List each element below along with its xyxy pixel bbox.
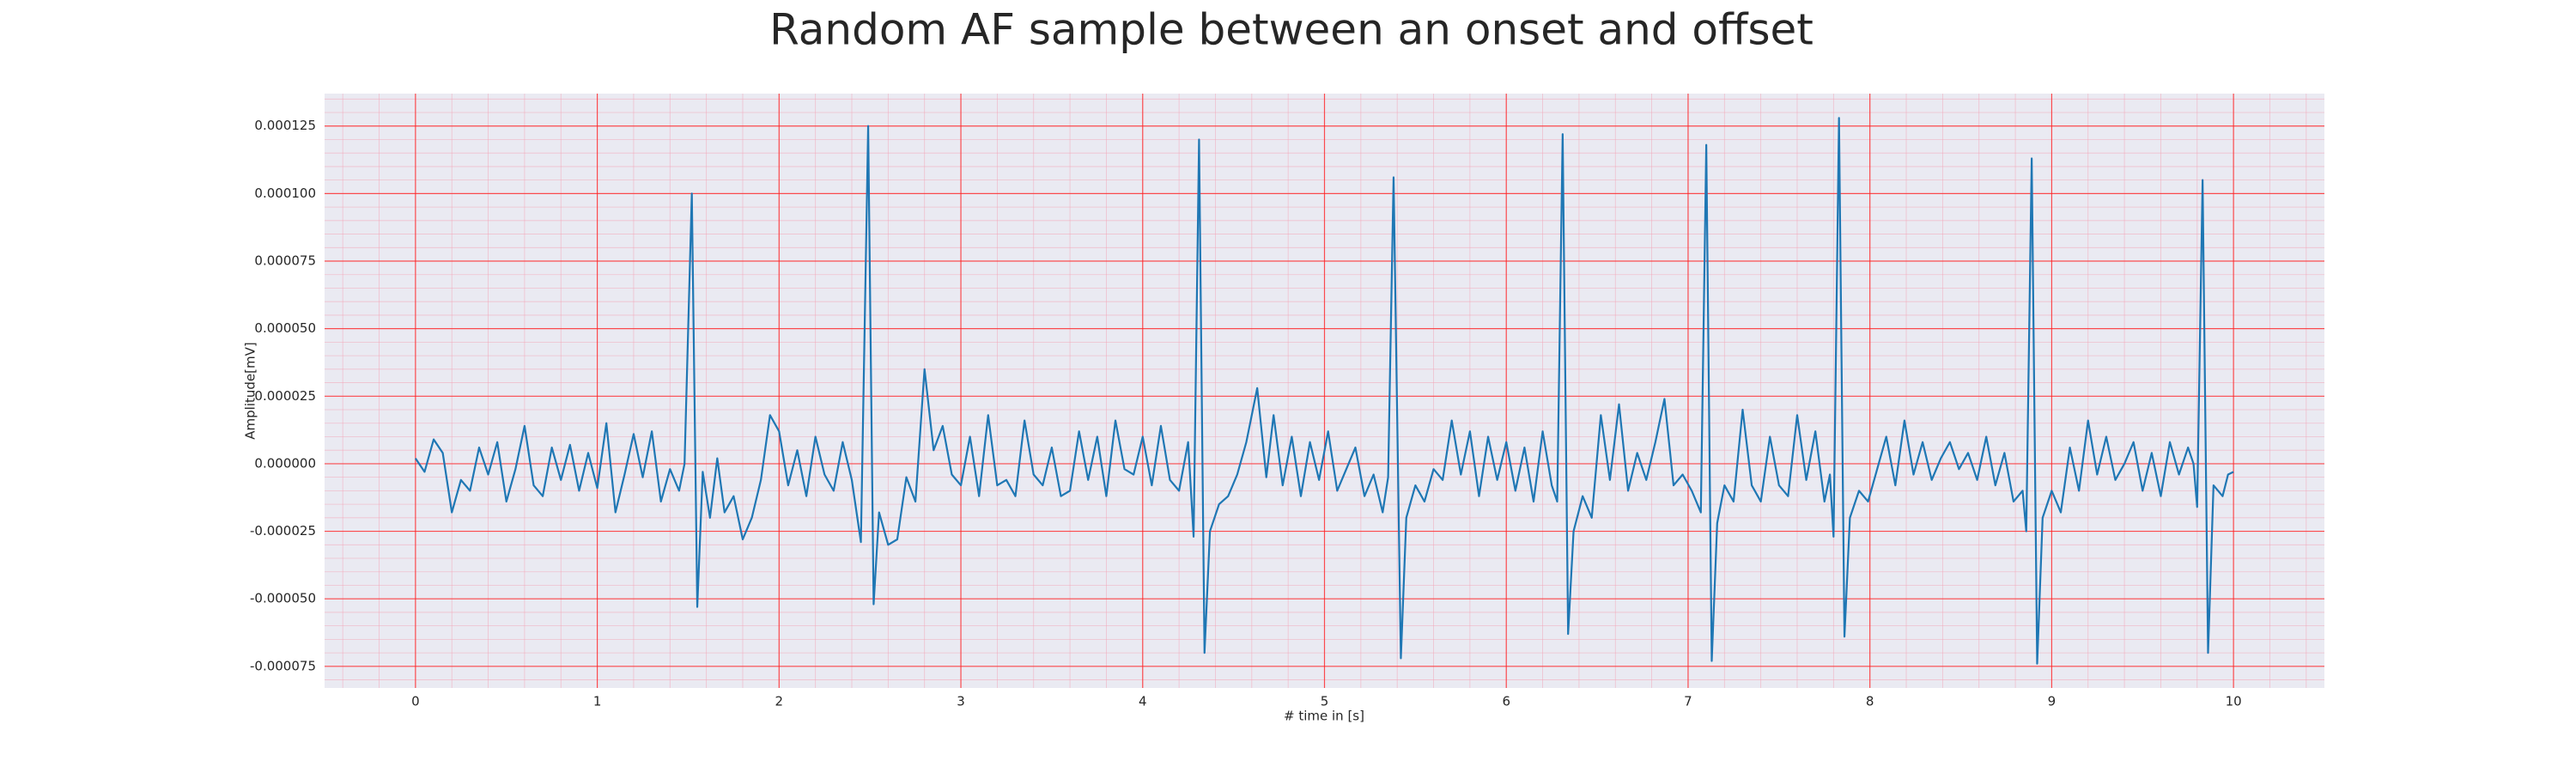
x-tick-label: 5 [1321,694,1329,709]
y-axis-label: Amplitude[mV] [243,342,258,439]
signal-line [414,117,2234,665]
x-tick-label: 0 [411,694,420,709]
x-tick-label: 3 [957,694,965,709]
x-tick-label: 7 [1684,694,1692,709]
y-tick-label: 0.000025 [254,388,316,404]
y-tick-label: 0.000050 [254,320,316,336]
x-tick-label: 1 [593,694,602,709]
x-tick-label: 6 [1502,694,1510,709]
y-tick-label: 0.000075 [254,253,316,269]
chart-title: Random AF sample between an onset and of… [769,5,1814,55]
x-tick-label: 8 [1866,694,1874,709]
y-tick-label: 0.000125 [254,118,316,133]
y-tick-label: -0.000025 [250,523,316,539]
x-tick-label: 4 [1139,694,1147,709]
x-tick-label: 2 [775,694,784,709]
y-tick-label: 0.000000 [254,455,316,471]
y-tick-label: -0.000050 [250,591,316,606]
x-tick-label: 9 [2048,694,2057,709]
x-axis-label: # time in [s] [1284,709,1364,724]
y-tick-label: 0.000100 [254,186,316,201]
y-tick-label: -0.000075 [250,658,316,673]
x-tick-label: 10 [2226,694,2242,709]
